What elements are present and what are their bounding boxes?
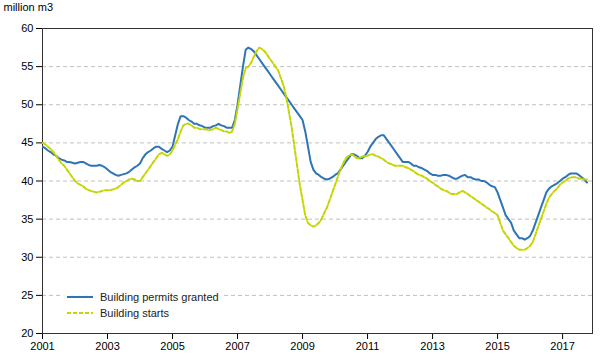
svg-text:45: 45 [21,136,33,148]
html-text:Building starts: Building starts [100,307,170,319]
svg-text:20: 20 [21,327,33,339]
svg-text:2009: 2009 [290,340,314,352]
svg-text:50: 50 [21,98,33,110]
svg-text:2017: 2017 [550,340,574,352]
svg-text:2013: 2013 [420,340,444,352]
svg-text:25: 25 [21,289,33,301]
svg-text:2005: 2005 [160,340,184,352]
svg-text:40: 40 [21,175,33,187]
svg-text:2007: 2007 [225,340,249,352]
svg-text:2003: 2003 [95,340,119,352]
svg-text:2015: 2015 [485,340,509,352]
svg-text:60: 60 [21,22,33,34]
svg-text:2001: 2001 [30,340,54,352]
html-text:Building permits granted: Building permits granted [100,291,219,303]
svg-text:2011: 2011 [356,340,380,352]
svg-text:35: 35 [21,213,33,225]
svg-text:30: 30 [21,251,33,263]
svg-text:million m3: million m3 [4,1,54,13]
svg-text:55: 55 [21,60,33,72]
